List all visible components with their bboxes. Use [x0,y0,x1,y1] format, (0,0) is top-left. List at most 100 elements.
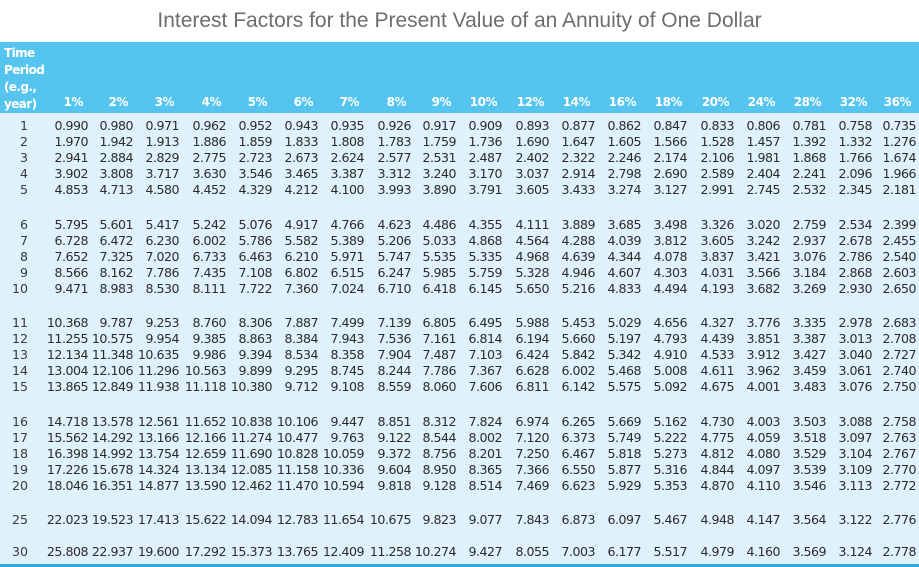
factor-cell: 2.487 [468,150,502,165]
factor-cell: 3.605 [515,182,549,197]
factor-cell: 1.981 [746,150,780,165]
factor-cell: 4.110 [746,478,780,493]
rate-header: 5% [247,95,268,109]
factor-cell: 3.170 [468,166,502,181]
factor-cell: 2.678 [838,233,872,248]
factor-cell: 3.421 [746,249,780,264]
table-row: 16 14.718 13.578 12.561 11.652 10.838 10.106 9.… [0,414,919,430]
factor-cell: 3.605 [700,233,734,248]
factor-cell: 5.759 [468,265,502,280]
factor-cell: 11.258 [369,544,412,559]
factor-cell: 4.039 [607,233,641,248]
factor-cell: 10.336 [322,462,365,477]
factor-cell: 2.181 [882,182,916,197]
factor-cell: 5.389 [330,233,364,248]
table-row: 17 15.562 14.292 13.166 12.166 11.274 10.477 9.… [0,430,919,446]
factor-cell: 0.980 [99,118,133,133]
factor-cell: 4.212 [284,182,318,197]
factor-cell: 3.335 [792,315,826,330]
factor-cell: 4.870 [700,478,734,493]
factor-cell: 2.577 [377,150,411,165]
factor-cell: 0.781 [792,118,826,133]
factor-cell: 15.562 [46,430,89,445]
factor-cell: 10.106 [276,414,319,429]
factor-cell: 3.902 [54,166,88,181]
factor-cell: 3.109 [838,462,872,477]
factor-cell: 3.717 [145,166,179,181]
factor-cell: 12.106 [91,363,134,378]
factor-cell: 11.652 [184,414,227,429]
factor-cell: 2.241 [792,166,826,181]
rate-header: 18% [654,95,683,109]
factor-cell: 7.487 [422,347,456,362]
factor-cell: 9.253 [145,315,179,330]
factor-cell: 6.463 [238,249,272,264]
rate-header: 9% [431,95,452,109]
factor-cell: 7.108 [238,265,272,280]
factor-cell: 8.055 [515,544,549,559]
factor-cell: 10.675 [369,512,412,527]
table-row: 4 3.902 3.808 3.717 3.630 3.546 3.465 3.387 3.31… [0,166,919,182]
factor-cell: 7.904 [377,347,411,362]
factor-cell: 11.654 [322,512,365,527]
rate-header: 6% [293,95,314,109]
factor-cell: 7.367 [468,363,502,378]
factor-cell: 4.288 [561,233,595,248]
factor-cell: 2.540 [882,249,916,264]
factor-cell: 5.468 [607,363,641,378]
factor-cell: 9.447 [330,414,364,429]
factor-cell: 6.002 [192,233,226,248]
factor-cell: 2.772 [882,478,916,493]
rate-header: 10% [469,95,498,109]
factor-cell: 4.730 [700,414,734,429]
factor-cell: 6.802 [284,265,318,280]
factor-cell: 3.812 [653,233,687,248]
factor-cell: 9.128 [422,478,456,493]
factor-cell: 5.076 [238,217,272,232]
factor-cell: 17.413 [137,512,180,527]
factor-cell: 10.274 [414,544,457,559]
factor-cell: 4.793 [653,331,687,346]
factor-cell: 8.358 [330,347,364,362]
factor-cell: 2.673 [284,150,318,165]
period-cell: 1 [19,118,28,133]
factor-cell: 2.322 [561,150,595,165]
factor-cell: 2.868 [838,265,872,280]
factor-cell: 0.990 [54,118,88,133]
factor-cell: 4.080 [746,446,780,461]
factor-cell: 6.873 [561,512,595,527]
factor-cell: 1.690 [515,134,549,149]
factor-cell: 6.230 [145,233,179,248]
factor-cell: 5.601 [99,217,133,232]
factor-cell: 2.404 [746,166,780,181]
factor-cell: 12.085 [230,462,273,477]
rate-header: 7% [339,95,360,109]
factor-cell: 3.529 [792,446,826,461]
factor-cell: 8.756 [422,446,456,461]
factor-cell: 2.937 [792,233,826,248]
factor-cell: 4.639 [561,249,595,264]
factor-cell: 12.659 [184,446,227,461]
time-period-header: Time Period (e.g., year) [4,45,46,113]
factor-cell: 4.611 [700,363,734,378]
factor-cell: 2.399 [882,217,916,232]
factor-cell: 6.728 [54,233,88,248]
factor-cell: 6.002 [561,363,595,378]
factor-cell: 7.325 [99,249,133,264]
factor-cell: 3.459 [792,363,826,378]
factor-cell: 1.766 [838,150,872,165]
factor-cell: 5.242 [192,217,226,232]
factor-cell: 8.384 [284,331,318,346]
factor-cell: 8.201 [468,446,502,461]
table-header: Time Period (e.g., year) 1% 2% 3% 4% 5% 6% 7% 8% 9%… [0,42,919,113]
factor-cell: 6.097 [607,512,641,527]
factor-cell: 0.952 [238,118,272,133]
factor-cell: 4.031 [700,265,734,280]
rate-header: 36% [883,95,912,109]
factor-cell: 3.889 [561,217,595,232]
factor-cell: 5.328 [515,265,549,280]
factor-cell: 2.758 [882,414,916,429]
factor-cell: 5.417 [145,217,179,232]
factor-cell: 0.943 [284,118,318,133]
factor-cell: 2.991 [700,182,734,197]
